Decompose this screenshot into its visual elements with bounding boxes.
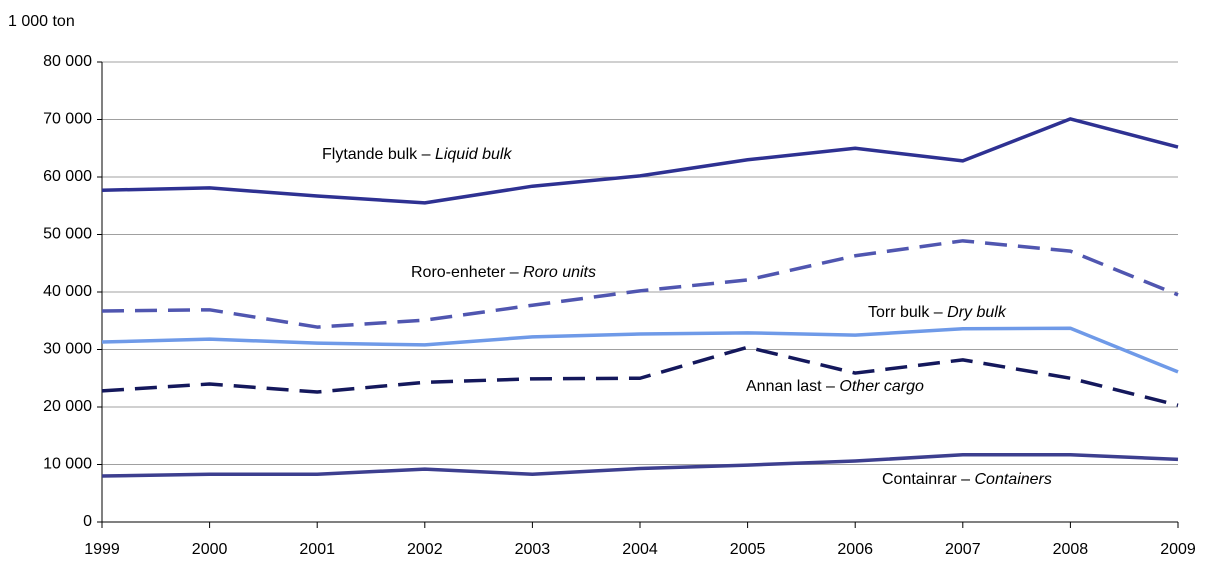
y-tick-label: 50 000	[43, 226, 92, 243]
y-tick-label: 70 000	[43, 111, 92, 128]
y-tick-label: 80 000	[43, 53, 92, 70]
series-label-part: Annan last –	[746, 378, 839, 395]
y-axis-label: 1 000 ton	[8, 13, 75, 30]
x-tick-label: 2001	[299, 541, 335, 558]
series-label-part: Containrar –	[882, 471, 975, 488]
series-label-part: Liquid bulk	[435, 146, 513, 163]
series-line	[101, 239, 1179, 329]
y-tick-label: 60 000	[43, 168, 92, 185]
x-tick-label: 1999	[84, 541, 120, 558]
series-label-part: Roro units	[523, 264, 596, 281]
series-label: Annan last – Other cargo	[746, 378, 924, 395]
series-label: Torr bulk – Dry bulk	[868, 304, 1007, 321]
x-tick-label: 2009	[1160, 541, 1196, 558]
series-label-part: Containers	[975, 471, 1052, 488]
y-tick-label: 30 000	[43, 341, 92, 358]
series-line	[101, 326, 1179, 374]
x-tick-label: 2008	[1053, 541, 1089, 558]
y-tick-label: 40 000	[43, 283, 92, 300]
series-line	[101, 452, 1179, 478]
series-label-part: Flytande bulk –	[322, 146, 435, 163]
y-tick-label: 0	[83, 513, 92, 530]
series-label: Flytande bulk – Liquid bulk	[322, 146, 512, 163]
y-tick-label: 10 000	[43, 456, 92, 473]
x-tick-label: 2000	[192, 541, 228, 558]
x-tick-label: 2002	[407, 541, 443, 558]
series-label-part: Torr bulk –	[868, 304, 947, 321]
series-label-part: Dry bulk	[947, 304, 1007, 321]
series-label-part: Roro-enheter –	[411, 264, 523, 281]
series-label-part: Other cargo	[839, 378, 924, 395]
x-tick-label: 2003	[515, 541, 551, 558]
series-line	[101, 345, 1179, 407]
x-tick-label: 2007	[945, 541, 981, 558]
x-tick-label: 2006	[837, 541, 873, 558]
y-tick-label: 20 000	[43, 398, 92, 415]
series-label: Containrar – Containers	[882, 471, 1052, 488]
series-label: Roro-enheter – Roro units	[411, 264, 596, 281]
series-line	[101, 117, 1179, 205]
x-tick-label: 2004	[622, 541, 658, 558]
x-tick-label: 2005	[730, 541, 766, 558]
